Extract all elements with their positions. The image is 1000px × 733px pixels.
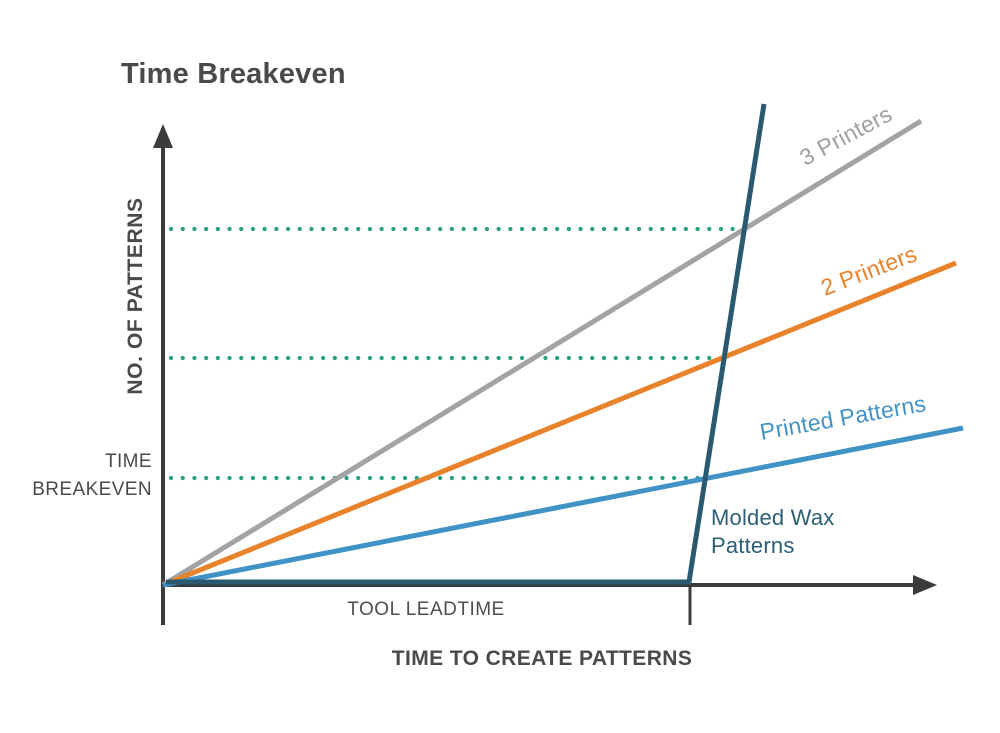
tool-leadtime-annotation: TOOL LEADTIME (347, 599, 505, 620)
chart-title: Time Breakeven (121, 58, 346, 90)
series-line-0 (161, 118, 923, 588)
series-label-molded-wax-patterns: Molded Wax Patterns (711, 505, 835, 558)
series-line-3 (166, 103, 767, 585)
series-line-1 (162, 260, 957, 588)
y-axis-arrowhead (153, 124, 173, 148)
time-breakeven-annotation: TIME BREAKEVEN (32, 451, 152, 500)
y-axis-label: NO. OF PATTERNS (124, 197, 147, 395)
x-axis-arrowhead (913, 575, 937, 595)
x-axis-label: TIME TO CREATE PATTERNS (391, 647, 693, 670)
series-line-2 (162, 425, 964, 588)
